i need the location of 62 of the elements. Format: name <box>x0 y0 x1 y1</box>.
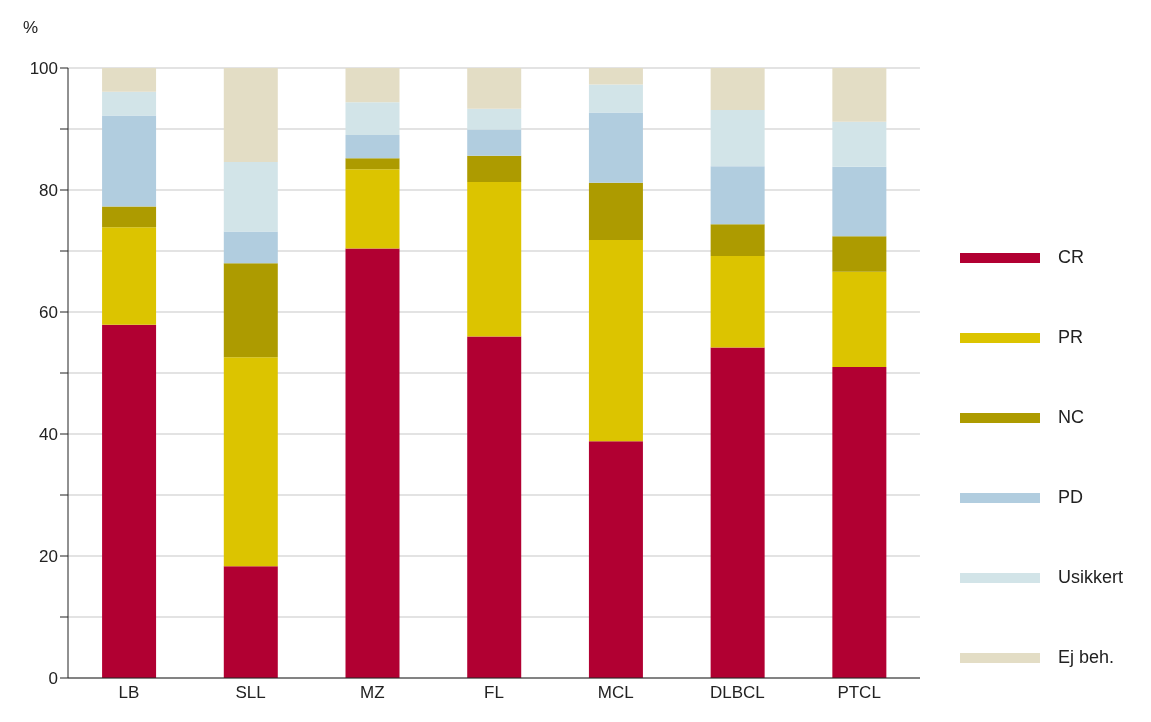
bar <box>588 68 643 85</box>
bar <box>102 91 157 116</box>
bar <box>223 68 278 162</box>
bar <box>345 169 400 249</box>
bar <box>467 336 522 678</box>
bar <box>588 441 643 678</box>
x-tick-label: FL <box>484 683 504 703</box>
bar <box>588 240 643 442</box>
bar <box>223 263 278 358</box>
bar <box>345 102 400 136</box>
bar <box>710 68 765 111</box>
bar <box>588 84 643 113</box>
x-tick-label: DLBCL <box>710 683 765 703</box>
legend-label: NC <box>1057 406 1084 427</box>
bar <box>345 248 400 678</box>
bar <box>345 158 400 170</box>
bar <box>710 347 765 678</box>
bar <box>223 566 278 678</box>
bar <box>710 255 765 348</box>
y-tick-label: 20 <box>39 547 58 567</box>
bar <box>832 68 887 122</box>
legend-label: PD <box>1057 486 1083 507</box>
bar <box>467 68 522 109</box>
y-tick-label: 0 <box>48 669 58 689</box>
legend-label: PR <box>1057 326 1083 347</box>
legend-label: Usikkert <box>1057 566 1123 587</box>
bar <box>223 357 278 567</box>
bar <box>102 68 157 92</box>
bar <box>710 166 765 225</box>
bar <box>102 227 157 325</box>
bar <box>345 68 400 103</box>
bar <box>832 271 887 367</box>
bar <box>588 112 643 183</box>
bar <box>223 161 278 232</box>
bar <box>832 166 887 237</box>
legend-label: Ej beh. <box>1057 646 1115 667</box>
legend-label: CR <box>1057 246 1084 267</box>
x-tick-label: MCL <box>597 683 634 703</box>
bar <box>223 231 278 264</box>
bar <box>467 108 522 130</box>
y-axis-title: % <box>23 18 39 37</box>
bar <box>588 182 643 241</box>
bar <box>467 129 522 156</box>
x-tick-label: MZ <box>360 683 385 703</box>
bar <box>345 135 400 159</box>
bar <box>102 324 157 678</box>
bar <box>102 115 157 207</box>
bar <box>467 155 522 183</box>
y-tick-label: 60 <box>39 303 58 323</box>
bar <box>832 121 887 167</box>
x-tick-label: LB <box>118 683 140 703</box>
y-tick-label: 40 <box>39 425 58 445</box>
bar <box>832 236 887 272</box>
y-tick-label: 80 <box>39 181 58 201</box>
bar <box>832 366 887 678</box>
x-tick-label: PTCL <box>837 683 881 703</box>
bar <box>710 110 765 167</box>
x-tick-label: SLL <box>235 683 266 703</box>
bar <box>102 206 157 228</box>
bar <box>710 224 765 256</box>
y-tick-label: 100 <box>29 59 58 79</box>
bar <box>467 182 522 337</box>
